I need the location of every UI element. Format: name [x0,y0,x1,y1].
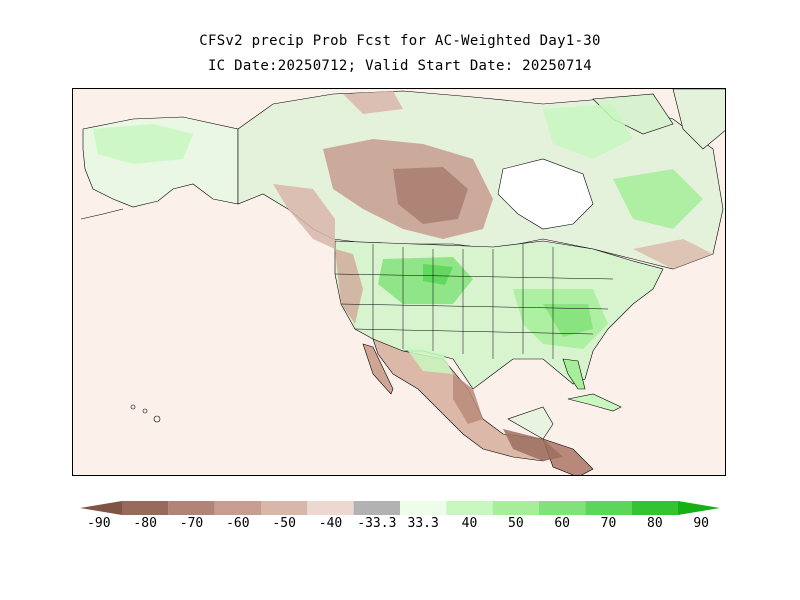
colorbar-tick-label: 90 [693,516,709,531]
colorbar-arrow-left [80,501,122,515]
colorbar-tick-label: -50 [272,516,296,531]
colorbar-tick-label: 80 [647,516,663,531]
colorbar-tick-label: -80 [133,516,157,531]
colorbar-bin [261,501,308,515]
colorbar-bin [353,501,400,515]
colorbar-tick-label: 33.3 [407,516,439,531]
colorbar-tick-label: 60 [554,516,570,531]
colorbar-tick-label: -70 [179,516,204,531]
colorbar-tick-label: -40 [318,516,343,531]
colorbar-bin [585,501,632,515]
map-title: CFSv2 precip Prob Fcst for AC-Weighted D… [199,33,601,49]
colorbar-tick-label: -60 [226,516,250,531]
colorbar-tick-label: 70 [600,516,617,531]
dry-anomaly-regions [273,91,713,461]
colorbar-tick-label: 40 [461,516,478,531]
colorbar-tick-label: -90 [87,516,111,531]
colorbar-bin [214,501,261,515]
colorbar-arrow-right [678,501,720,515]
colorbar-tick-label: 50 [508,516,524,531]
colorbar-bin [539,501,586,515]
forecast-map [72,88,726,476]
colorbar-bin [307,501,354,515]
colorbar-bin [168,501,215,515]
colorbar-bin [446,501,493,515]
state-borders [334,244,614,359]
colorbar-bin [400,501,447,515]
colorbar-bin [631,501,678,515]
colorbar-bin [122,501,169,515]
map-subtitle: IC Date:20250712; Valid Start Date: 2025… [207,58,593,74]
colorbar-tick-label: -33.3 [357,516,397,531]
colorbar-bin [492,501,539,515]
